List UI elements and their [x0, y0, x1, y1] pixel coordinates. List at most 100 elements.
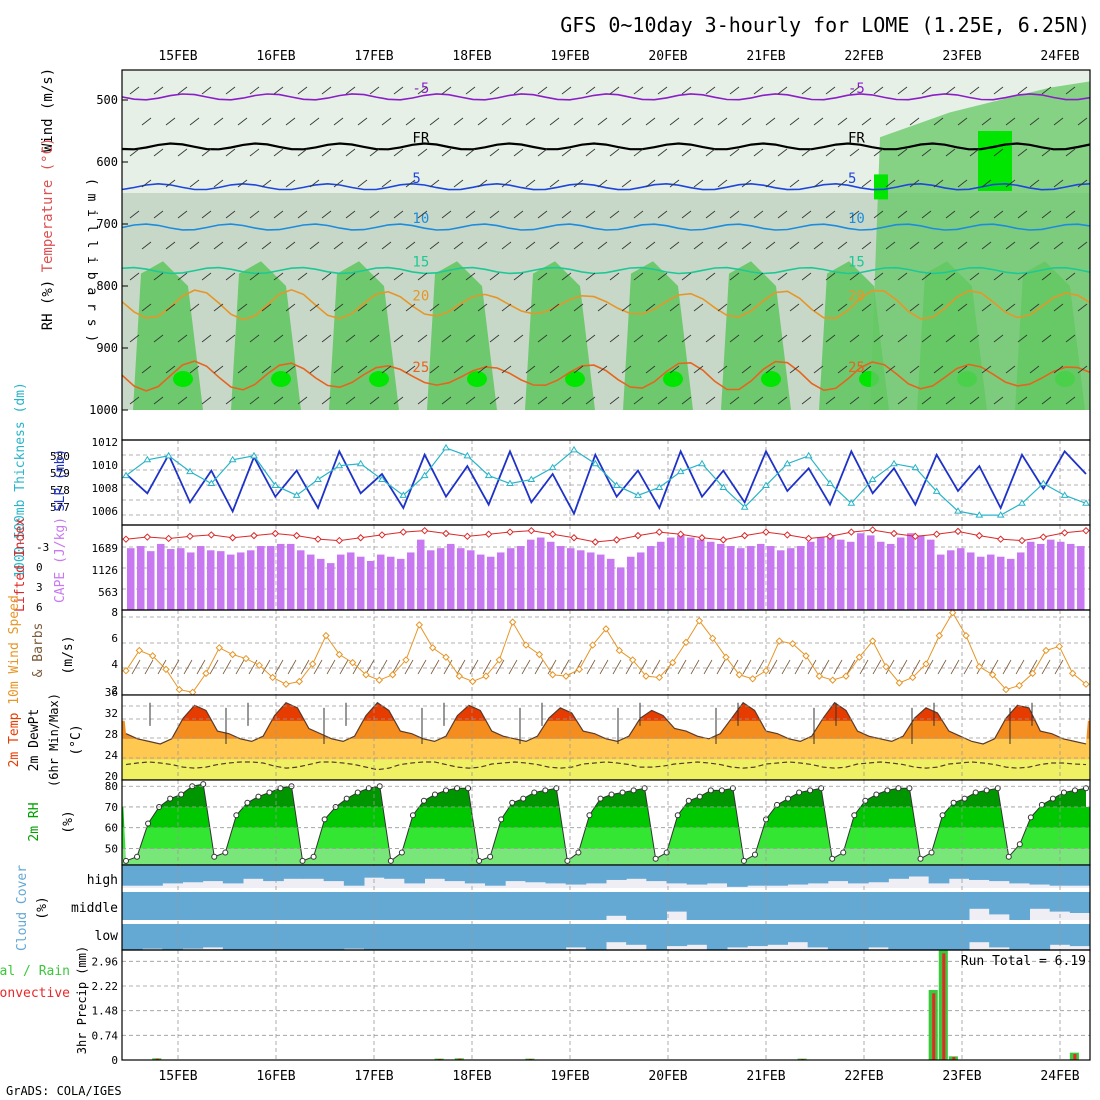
wind-speed-point — [1002, 685, 1010, 694]
cape-bar — [607, 558, 615, 610]
wind-barb — [225, 334, 236, 343]
wind-barb — [333, 303, 344, 312]
rh2m-label: 2m RH — [27, 802, 42, 841]
thickness-point — [335, 461, 344, 469]
thickness-point — [356, 459, 365, 467]
rh-point — [321, 816, 328, 823]
wind-barb — [249, 210, 260, 219]
wind-barb — [501, 179, 512, 188]
lifted-index-point — [655, 528, 664, 536]
cape-bar — [1067, 543, 1075, 610]
wind-barb — [833, 659, 843, 675]
cape-bar — [297, 550, 305, 610]
wind-barb — [717, 303, 728, 312]
wind-barb — [651, 659, 661, 675]
wind-barb — [453, 365, 464, 374]
cloud-cover-panel: high middle low — [71, 864, 1091, 951]
date-label: 22FEB — [844, 49, 883, 64]
cloud-bar — [989, 865, 1010, 882]
cape-bar — [777, 550, 785, 610]
wind-speed-point — [362, 671, 370, 679]
wind-barb — [1041, 210, 1052, 219]
wind-speed-point — [548, 671, 557, 679]
cloud-layer-label: high — [87, 873, 118, 888]
wind-barb — [441, 272, 452, 281]
rh-point — [1083, 785, 1089, 792]
rh-point — [950, 799, 957, 806]
cape-bar — [377, 554, 385, 610]
wind-barb — [753, 86, 764, 95]
cloud-bar — [162, 924, 183, 950]
cloud-bar — [485, 865, 506, 886]
wind-barb — [141, 179, 152, 188]
wind-barb — [717, 365, 728, 374]
wind-barb — [813, 117, 824, 126]
wind-barb — [777, 86, 788, 95]
thickness-point — [847, 499, 856, 506]
rh-point — [365, 785, 372, 792]
wind-speed-point — [522, 641, 530, 649]
isotherm-label: 5 — [412, 171, 420, 187]
lifted-index-point — [1018, 536, 1026, 545]
wind-barb — [261, 179, 272, 188]
cloud-bar — [1069, 892, 1091, 913]
wind-barb — [477, 241, 488, 250]
rh-shade-bright — [565, 371, 585, 387]
wind-barb — [1065, 148, 1076, 157]
wind-barb — [141, 241, 152, 250]
cloud-bar — [384, 924, 405, 950]
wind-barb — [897, 148, 908, 157]
cloud-bar — [263, 865, 284, 882]
tick-label: 563 — [98, 586, 118, 599]
wind-barb — [1065, 272, 1076, 281]
cloud-bar — [1029, 924, 1051, 950]
isotherm-label: 10 — [848, 211, 865, 227]
cloud-bar — [727, 892, 748, 920]
wind-speed-point — [1082, 680, 1090, 688]
wind-barb — [393, 396, 404, 405]
cloud-bar — [787, 865, 809, 885]
precip-conv-bar — [932, 993, 936, 1060]
wind-barb — [453, 117, 464, 126]
wind-barb — [599, 659, 609, 675]
wind-barb — [237, 365, 248, 374]
wind-barb — [609, 86, 620, 95]
wind-barb — [837, 303, 848, 312]
wind-label: Wind (m/s) — [40, 68, 56, 152]
isotherm-label: 20 — [412, 289, 429, 305]
wind-barb — [333, 179, 344, 188]
lifted-index-line — [125, 529, 1087, 543]
wind-speed-point — [202, 669, 210, 678]
thickness-point — [570, 445, 578, 453]
wind-barb — [321, 396, 332, 405]
rh-point — [906, 785, 913, 792]
wind-barb — [621, 241, 632, 250]
cape-bar — [157, 543, 165, 610]
wind-barb — [430, 659, 440, 675]
wind-barb — [547, 659, 557, 675]
lifted-index-point — [527, 526, 536, 535]
wind-barb — [693, 303, 704, 312]
wind-barb — [753, 396, 764, 405]
lifted-index-point — [975, 531, 984, 540]
run-total: Run Total = 6.19 — [961, 954, 1086, 969]
cloud-bar — [969, 924, 990, 943]
wind-barb — [945, 148, 956, 157]
date-label: 24FEB — [1040, 1069, 1079, 1084]
wind-barb — [657, 86, 668, 95]
cape-bar — [807, 541, 815, 610]
wind-speed-point — [602, 625, 610, 633]
cape-bar — [257, 546, 265, 610]
wind-barb — [287, 659, 297, 675]
cape-bar — [1027, 541, 1035, 610]
wind-barb — [393, 334, 404, 343]
wind-barb — [872, 659, 882, 675]
date-label: 24FEB — [1040, 49, 1079, 64]
wind-barb — [729, 272, 740, 281]
wind-barb — [993, 396, 1004, 405]
wind-barb — [225, 148, 236, 157]
wind-speed-point — [762, 667, 770, 675]
wind-barb — [969, 210, 980, 219]
wind-barb — [157, 659, 167, 675]
wind-barb — [393, 272, 404, 281]
